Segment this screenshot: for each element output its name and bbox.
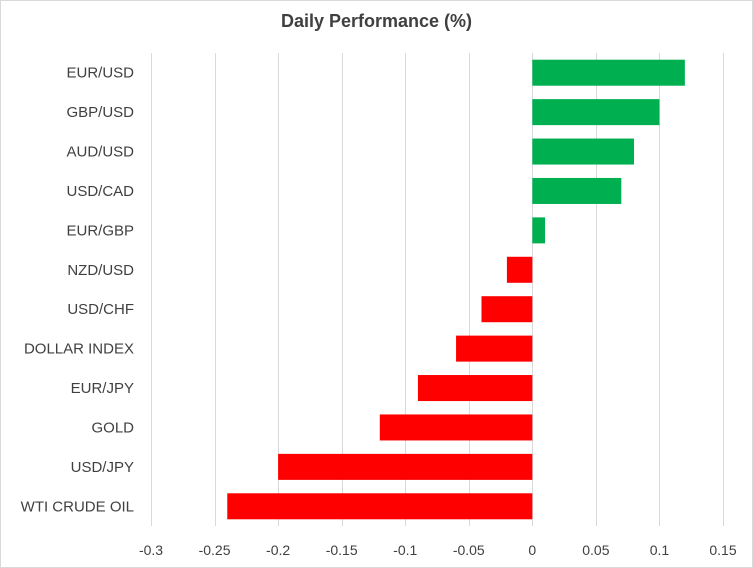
bar-11 bbox=[227, 493, 533, 520]
x-tick-label-8: 0.1 bbox=[650, 542, 670, 558]
x-tick-label-6: 0 bbox=[528, 542, 536, 558]
bar-0 bbox=[532, 59, 685, 86]
x-tick-label-5: -0.05 bbox=[453, 542, 485, 558]
x-tick-label-3: -0.15 bbox=[326, 542, 358, 558]
bar-2 bbox=[532, 138, 635, 165]
category-label-7: DOLLAR INDEX bbox=[24, 341, 134, 358]
x-tick-label-0: -0.3 bbox=[139, 542, 163, 558]
bar-3 bbox=[532, 177, 622, 204]
bar-4 bbox=[532, 217, 546, 244]
category-label-1: GBP/USD bbox=[66, 104, 134, 121]
category-label-2: AUD/USD bbox=[66, 144, 134, 161]
x-tick-label-9: 0.15 bbox=[709, 542, 736, 558]
x-tick-label-1: -0.25 bbox=[199, 542, 231, 558]
category-label-10: USD/JPY bbox=[71, 459, 134, 476]
bar-8 bbox=[417, 375, 533, 402]
bar-9 bbox=[379, 414, 533, 441]
category-label-9: GOLD bbox=[91, 419, 134, 436]
bar-1 bbox=[532, 99, 660, 126]
x-tick-label-2: -0.2 bbox=[266, 542, 290, 558]
bar-5 bbox=[506, 256, 533, 283]
chart-title: Daily Performance (%) bbox=[280, 11, 473, 31]
category-label-3: USD/CAD bbox=[66, 183, 134, 200]
bar-7 bbox=[456, 335, 533, 362]
category-label-8: EUR/JPY bbox=[71, 380, 134, 397]
category-label-5: NZD/USD bbox=[67, 262, 134, 279]
category-label-11: WTI CRUDE OIL bbox=[21, 498, 134, 515]
category-label-6: USD/CHF bbox=[67, 301, 134, 318]
x-tick-label-7: 0.05 bbox=[582, 542, 609, 558]
x-tick-label-4: -0.1 bbox=[393, 542, 417, 558]
bar-6 bbox=[481, 296, 533, 323]
category-label-4: EUR/GBP bbox=[66, 222, 134, 239]
category-label-0: EUR/USD bbox=[66, 65, 134, 82]
bar-10 bbox=[278, 453, 533, 480]
